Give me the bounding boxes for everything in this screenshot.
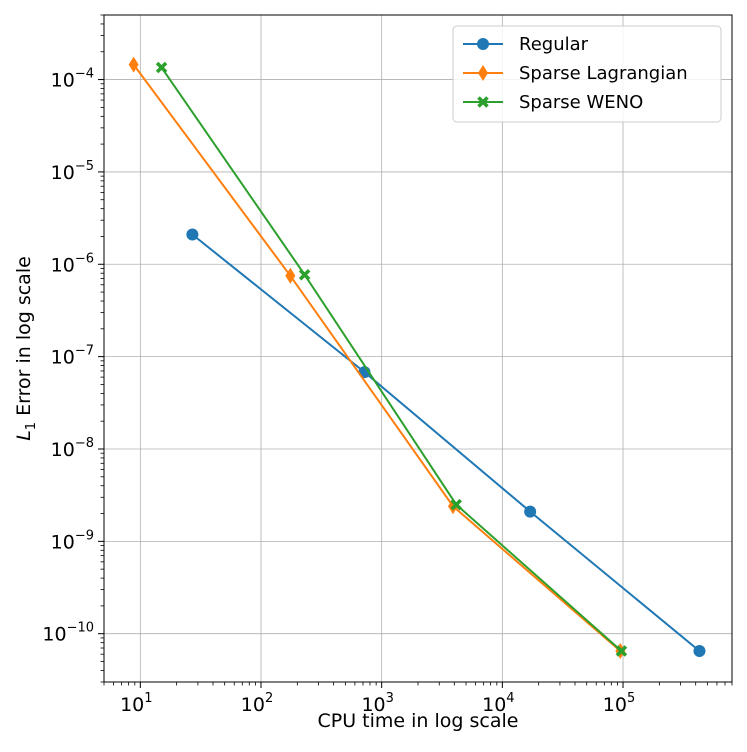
- legend-label: Sparse WENO: [519, 92, 643, 113]
- y-tick-label-exponent: −8: [75, 436, 94, 451]
- data-point: [128, 56, 139, 73]
- y-tick-label-base: 10: [42, 624, 66, 646]
- x-tick-label-exponent: 4: [506, 691, 514, 706]
- y-axis-label-text: Error in log scale: [13, 256, 35, 422]
- legend-marker: [477, 38, 489, 50]
- x-tick-label: 105: [603, 691, 635, 716]
- legend-box: [452, 25, 722, 123]
- x-tick-label: 104: [482, 691, 514, 716]
- y-tick-label: 10−8: [51, 436, 94, 461]
- legend-label: Regular: [519, 34, 589, 55]
- y-axis-label-variable: L: [13, 430, 35, 441]
- y-tick-label: 10−4: [51, 67, 94, 92]
- y-axis-label-subscript: 1: [24, 422, 39, 430]
- y-tick-label: 10−10: [42, 621, 94, 646]
- y-tick-label-base: 10: [51, 70, 75, 92]
- x-tick-label: 102: [241, 691, 273, 716]
- data-point: [615, 645, 628, 657]
- y-tick-label-exponent: −9: [75, 528, 94, 543]
- y-tick-label: 10−5: [51, 159, 94, 184]
- y-tick-label-base: 10: [51, 439, 75, 461]
- x-tick-label-exponent: 1: [144, 691, 152, 706]
- x-tick-label-base: 10: [603, 694, 627, 716]
- y-tick-label-exponent: −10: [67, 621, 94, 636]
- series-line: [191, 233, 701, 652]
- y-tick-label: 10−9: [51, 528, 94, 553]
- data-point: [186, 228, 199, 241]
- x-tick-label-exponent: 2: [265, 691, 273, 706]
- legend-entry: Regular: [463, 34, 589, 55]
- series-line: [160, 66, 623, 652]
- legend-label: Sparse Lagrangian: [519, 63, 688, 84]
- y-tick-label-base: 10: [51, 254, 75, 276]
- y-tick-label-exponent: −6: [75, 251, 94, 266]
- x-tick-label: 103: [361, 691, 393, 716]
- series-line: [132, 64, 621, 652]
- legend-marker: [477, 96, 489, 108]
- data-point-stroke: [615, 645, 628, 657]
- series-layer: [128, 56, 706, 659]
- data-point: [693, 644, 706, 657]
- y-tick-label-exponent: −7: [75, 344, 94, 359]
- x-tick-label: 101: [120, 691, 152, 716]
- series-1: [128, 56, 626, 659]
- y-tick-label-base: 10: [51, 162, 75, 184]
- axis-ticks: 101 102 103 104 10510−1010−910−810−710−610−5…: [42, 14, 733, 716]
- data-point-stroke: [155, 61, 168, 74]
- data-point: [298, 268, 311, 281]
- legend-marker-stroke: [477, 96, 489, 108]
- data-point-stroke: [450, 498, 463, 511]
- y-tick-label-base: 10: [51, 531, 75, 553]
- x-tick-label-base: 10: [361, 694, 385, 716]
- x-tick-label-base: 10: [482, 694, 506, 716]
- data-point-stroke: [298, 268, 311, 281]
- data-point: [524, 505, 537, 518]
- legend-entry: Sparse Lagrangian: [463, 63, 688, 84]
- legend-marker: [478, 65, 488, 81]
- grid: [104, 15, 732, 682]
- legend: Regular Sparse Lagrangian Sparse WENO: [452, 25, 722, 123]
- y-tick-label: 10−6: [51, 251, 94, 276]
- data-point: [450, 498, 463, 511]
- x-tick-label-exponent: 5: [627, 691, 635, 706]
- data-point: [155, 61, 168, 74]
- x-tick-label-base: 10: [120, 694, 144, 716]
- y-tick-label-exponent: −5: [75, 159, 94, 174]
- data-point: [285, 267, 296, 284]
- x-axis-label: CPU time in log scale: [318, 710, 519, 732]
- y-tick-label-base: 10: [51, 347, 75, 369]
- legend-entry: Sparse WENO: [463, 92, 643, 113]
- x-tick-label-exponent: 3: [386, 691, 394, 706]
- series-0: [186, 228, 706, 657]
- y-tick-label-exponent: −4: [75, 67, 94, 82]
- x-tick-label-base: 10: [241, 694, 265, 716]
- y-axis-label: L1 Error in log scale: [13, 256, 39, 441]
- series-2: [155, 61, 628, 657]
- y-tick-label: 10−7: [51, 344, 94, 369]
